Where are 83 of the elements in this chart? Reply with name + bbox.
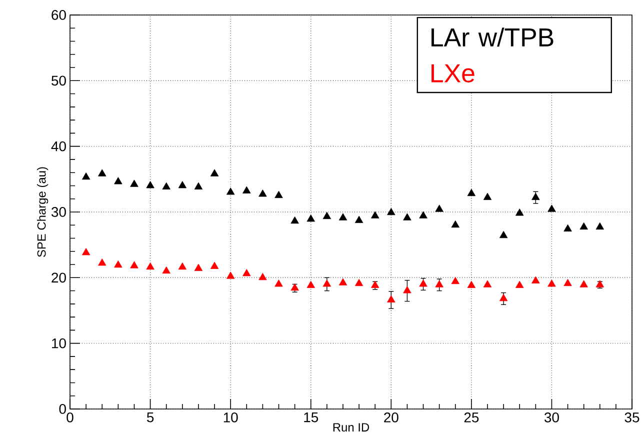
point <box>354 216 364 223</box>
point <box>130 180 138 187</box>
x-tick-label: 30 <box>544 412 559 422</box>
point <box>98 169 106 176</box>
point <box>419 211 428 218</box>
point <box>532 192 540 200</box>
point <box>596 222 604 230</box>
point <box>306 280 315 288</box>
point <box>226 188 235 195</box>
point <box>114 177 122 184</box>
point <box>210 169 219 176</box>
point <box>580 222 588 230</box>
point <box>451 276 460 284</box>
point <box>162 182 170 190</box>
x-tick-label: 10 <box>224 412 238 422</box>
point <box>403 213 412 220</box>
point <box>98 258 106 266</box>
point <box>548 280 556 287</box>
point <box>483 192 492 200</box>
x-tick-label: 35 <box>624 412 640 422</box>
point <box>564 278 572 286</box>
point <box>82 248 90 256</box>
point <box>194 182 203 190</box>
point <box>258 272 267 280</box>
point <box>580 280 588 288</box>
text: LXe <box>432 64 474 82</box>
point <box>226 272 235 279</box>
point <box>499 230 508 238</box>
y-tick-label: 10 <box>52 338 66 348</box>
point <box>242 269 251 276</box>
point <box>564 224 572 232</box>
point <box>387 295 396 302</box>
x-tick-label: 15 <box>304 412 318 422</box>
point <box>322 212 332 220</box>
point <box>322 280 332 287</box>
point <box>499 294 508 302</box>
x-tick-label: 5 <box>146 412 154 422</box>
point <box>354 278 364 286</box>
y-axis-title: SPE Charge (au) <box>37 167 48 257</box>
point <box>435 280 444 288</box>
y-tick-label: 40 <box>51 141 66 152</box>
point <box>403 286 412 294</box>
point <box>548 204 556 212</box>
point <box>370 280 380 288</box>
y-tick-label: 50 <box>52 76 66 86</box>
point <box>146 181 154 188</box>
point <box>274 190 283 198</box>
point <box>242 186 251 194</box>
point <box>162 266 170 274</box>
point <box>258 190 267 197</box>
point <box>435 204 444 212</box>
x-tick-label: 25 <box>464 412 479 422</box>
point <box>274 280 283 287</box>
point <box>419 280 428 287</box>
point <box>178 262 187 270</box>
point <box>306 214 315 222</box>
point <box>370 211 380 218</box>
point <box>82 172 90 180</box>
y-tick-label: 0 <box>59 404 66 414</box>
point <box>483 280 492 288</box>
y-tick-label: 60 <box>52 10 66 20</box>
point <box>338 213 348 220</box>
point <box>532 276 540 284</box>
point <box>387 208 396 216</box>
point <box>210 262 219 269</box>
text: LAr w/TPB <box>432 28 554 47</box>
x-axis-title: Run ID <box>333 423 370 432</box>
x-tick-label: 20 <box>384 412 398 422</box>
point <box>114 260 122 268</box>
point <box>130 261 138 268</box>
x-tick-label: 0 <box>66 412 74 422</box>
point <box>516 208 524 216</box>
point <box>467 280 476 288</box>
y-tick-label: 30 <box>52 207 66 217</box>
point <box>467 188 476 196</box>
point <box>516 280 524 288</box>
point <box>146 262 154 270</box>
point <box>338 278 348 286</box>
y-tick-label: 20 <box>52 272 66 283</box>
point <box>178 181 187 188</box>
point <box>194 264 203 271</box>
point <box>290 216 299 224</box>
point <box>451 220 460 228</box>
